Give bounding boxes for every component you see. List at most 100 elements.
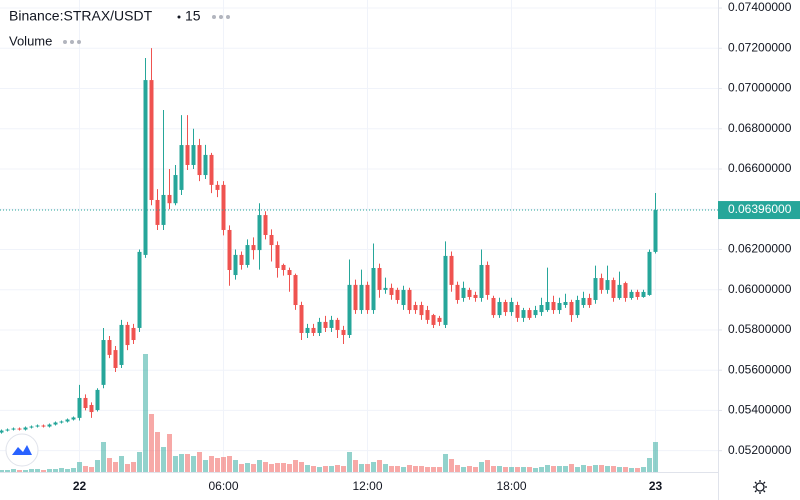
- candle-body: [503, 301, 508, 313]
- volume-bar: [497, 466, 502, 472]
- volume-bar: [437, 467, 442, 472]
- volume-bar: [59, 468, 64, 472]
- x-tick-label: 22: [73, 479, 87, 493]
- candle-body: [623, 283, 628, 298]
- volume-bar: [641, 467, 646, 472]
- candle-body: [137, 251, 142, 328]
- candle-body: [179, 145, 184, 190]
- candle-body: [227, 229, 232, 271]
- candle-body: [107, 340, 112, 355]
- volume-bar: [491, 466, 496, 472]
- volume-bar: [203, 460, 208, 472]
- candle-body: [125, 324, 130, 346]
- candle-body: [263, 215, 268, 235]
- volume-bar: [359, 464, 364, 472]
- volume-bar: [527, 467, 532, 472]
- settings-button[interactable]: [753, 480, 767, 494]
- candle-body: [221, 184, 226, 230]
- volume-bar: [95, 460, 100, 472]
- y-tick-label: 0.06000000: [728, 282, 792, 296]
- candle-body: [521, 310, 526, 318]
- volume-bar: [11, 469, 16, 472]
- candle-body: [545, 301, 550, 311]
- candle-body: [611, 280, 616, 298]
- volume-bar: [89, 467, 94, 472]
- volume-bar: [167, 434, 172, 472]
- candle-body: [203, 154, 208, 176]
- candle-body: [143, 80, 148, 255]
- volume-bar: [545, 465, 550, 472]
- candle-body: [155, 199, 160, 225]
- x-tick-label: 06:00: [208, 479, 238, 493]
- volume-bar: [365, 464, 370, 472]
- candle-body: [29, 426, 34, 428]
- volume-bar: [605, 466, 610, 472]
- volume-bar: [485, 460, 490, 472]
- candle-body: [53, 422, 58, 425]
- candle-body: [509, 301, 514, 313]
- volume-bar: [71, 468, 76, 472]
- y-tick-label: 0.07000000: [728, 81, 792, 95]
- candle-body: [533, 310, 538, 316]
- candle-body: [209, 154, 214, 185]
- volume-bar: [329, 466, 334, 472]
- candle-body: [239, 254, 244, 265]
- volume-bar: [209, 456, 214, 472]
- candle-body: [347, 284, 352, 335]
- candle-body: [449, 255, 454, 285]
- menu-dots[interactable]: [212, 15, 230, 19]
- volume-bar: [413, 466, 418, 472]
- candle-body: [311, 327, 316, 333]
- candle-body: [299, 305, 304, 333]
- volume-bar: [185, 454, 190, 472]
- volume-bar: [479, 462, 484, 472]
- candle-body: [641, 291, 646, 297]
- volume-layer: [0, 354, 658, 472]
- candle-body: [305, 327, 310, 333]
- separator: [177, 15, 181, 19]
- candle-body: [17, 428, 22, 430]
- candle-body: [425, 310, 430, 320]
- candle-body: [653, 210, 658, 252]
- candle-body: [431, 315, 436, 325]
- volume-bar: [557, 466, 562, 472]
- volume-bar: [395, 466, 400, 472]
- volume-bar: [107, 458, 112, 472]
- candle-body: [71, 417, 76, 420]
- candle-body: [383, 287, 388, 290]
- volume-bar: [257, 460, 262, 472]
- volume-bar: [293, 460, 298, 472]
- volume-bar: [581, 465, 586, 472]
- candle-body: [5, 429, 10, 431]
- volume-bar: [467, 466, 472, 472]
- volume-bar: [551, 466, 556, 472]
- candle-body: [275, 245, 280, 268]
- candle-body: [563, 301, 568, 306]
- candle-body: [95, 389, 100, 411]
- candle-body: [59, 421, 64, 423]
- y-tick-label: 0.07400000: [728, 0, 792, 14]
- candle-body: [455, 284, 460, 300]
- candle-body: [599, 278, 604, 290]
- volume-bar: [323, 466, 328, 472]
- volume-menu-dots[interactable]: [63, 40, 81, 44]
- candle-body: [167, 194, 172, 204]
- volume-bar: [161, 447, 166, 472]
- volume-bar: [77, 462, 82, 472]
- volume-bar: [389, 466, 394, 472]
- logo-button[interactable]: [5, 433, 39, 467]
- candle-body: [467, 289, 472, 297]
- candle-body: [413, 305, 418, 311]
- volume-bar: [227, 456, 232, 472]
- candle-body: [557, 302, 562, 311]
- volume-bar: [575, 467, 580, 472]
- volume-bar: [317, 467, 322, 472]
- volume-bar: [179, 454, 184, 472]
- x-tick-label: 18:00: [496, 479, 526, 493]
- volume-bar: [287, 464, 292, 472]
- volume-bar: [239, 464, 244, 472]
- volume-bar: [245, 463, 250, 472]
- volume-bar: [233, 460, 238, 472]
- candle-body: [11, 428, 16, 430]
